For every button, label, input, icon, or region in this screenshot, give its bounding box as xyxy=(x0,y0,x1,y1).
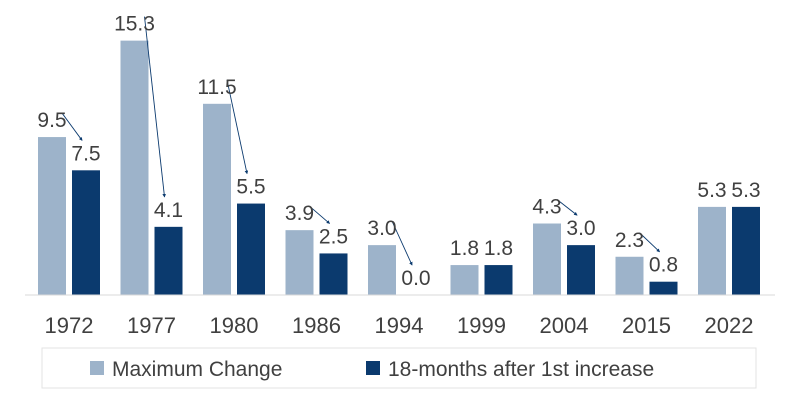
arrow-2004 xyxy=(556,199,578,216)
legend: Maximum Change 18-months after 1st incre… xyxy=(41,347,757,389)
value-label-maximum-change-1977: 15.3 xyxy=(114,13,155,36)
bars-layer xyxy=(38,40,760,296)
arrows-layer xyxy=(61,16,661,266)
value-label-18-months-1977: 4.1 xyxy=(154,199,183,222)
category-label-1994: 1994 xyxy=(375,313,424,338)
legend-swatch-maximum-change xyxy=(90,361,104,375)
value-label-maximum-change-1986: 3.9 xyxy=(285,202,314,225)
bar-maximum-change-1986 xyxy=(285,230,314,295)
bar-maximum-change-2015 xyxy=(615,256,644,295)
value-label-maximum-change-1972: 9.5 xyxy=(37,109,66,132)
bar-18-months-1986 xyxy=(319,253,348,295)
bar-18-months-1972 xyxy=(72,170,100,295)
value-label-maximum-change-1999: 1.8 xyxy=(450,237,479,260)
value-label-18-months-2022: 5.3 xyxy=(731,179,760,202)
value-label-18-months-2015: 0.8 xyxy=(649,254,678,277)
category-label-2004: 2004 xyxy=(540,313,589,338)
category-label-1977: 1977 xyxy=(127,313,176,338)
arrow-1972 xyxy=(61,112,83,141)
bar-maximum-change-1980 xyxy=(203,103,231,295)
bar-18-months-1977 xyxy=(154,226,183,295)
bar-maximum-change-1977 xyxy=(120,40,149,296)
bar-maximum-change-2022 xyxy=(698,206,726,295)
value-label-18-months-1980: 5.5 xyxy=(236,176,265,199)
bar-maximum-change-1999 xyxy=(450,265,479,295)
category-label-2015: 2015 xyxy=(622,313,671,338)
labels-layer: 9.57.5 15.3 4.1 11.5 5.5 3.92.5 3.0 0.0 1.8 1.8 4.… xyxy=(37,13,760,290)
value-label-maximum-change-2015: 2.3 xyxy=(615,229,644,252)
bar-18-months-1999 xyxy=(484,265,513,295)
legend-label-maximum-change: Maximum Change xyxy=(112,358,282,381)
value-label-maximum-change-2004: 4.3 xyxy=(532,196,561,219)
bar-18-months-2004 xyxy=(567,245,595,295)
bar-maximum-change-2004 xyxy=(533,223,561,295)
legend-label-18-months: 18-months after 1st increase xyxy=(388,358,654,381)
arrow-1986 xyxy=(309,205,331,224)
category-label-1986: 1986 xyxy=(292,313,341,338)
value-label-18-months-1999: 1.8 xyxy=(484,237,513,260)
category-label-1999: 1999 xyxy=(457,313,506,338)
value-label-18-months-1972: 7.5 xyxy=(71,142,100,165)
legend-frame xyxy=(41,347,757,389)
value-label-18-months-2004: 3.0 xyxy=(566,217,595,240)
bar-18-months-2015 xyxy=(649,281,678,295)
category-label-1972: 1972 xyxy=(45,313,94,338)
legend-swatch-18-months xyxy=(366,361,380,375)
bar-maximum-change-1972 xyxy=(38,137,66,295)
value-label-maximum-change-2022: 5.3 xyxy=(697,179,726,202)
arrow-1977 xyxy=(144,16,166,198)
bar-18-months-1980 xyxy=(237,203,265,295)
arrow-1994 xyxy=(391,220,413,266)
value-label-18-months-1994: 0.0 xyxy=(401,267,430,290)
category-labels: 1972 1977 1980 1986 1994 1999 2004 2015 2022 xyxy=(45,313,754,338)
category-label-2022: 2022 xyxy=(705,313,754,338)
arrow-1980 xyxy=(226,79,249,175)
category-label-1980: 1980 xyxy=(210,313,259,338)
arrow-2015 xyxy=(639,232,661,253)
bar-18-months-2022 xyxy=(732,206,760,295)
value-label-maximum-change-1980: 11.5 xyxy=(197,76,236,99)
value-label-18-months-1986: 2.5 xyxy=(319,225,348,248)
bar-maximum-change-1994 xyxy=(368,245,396,295)
value-label-maximum-change-1994: 3.0 xyxy=(367,217,396,240)
